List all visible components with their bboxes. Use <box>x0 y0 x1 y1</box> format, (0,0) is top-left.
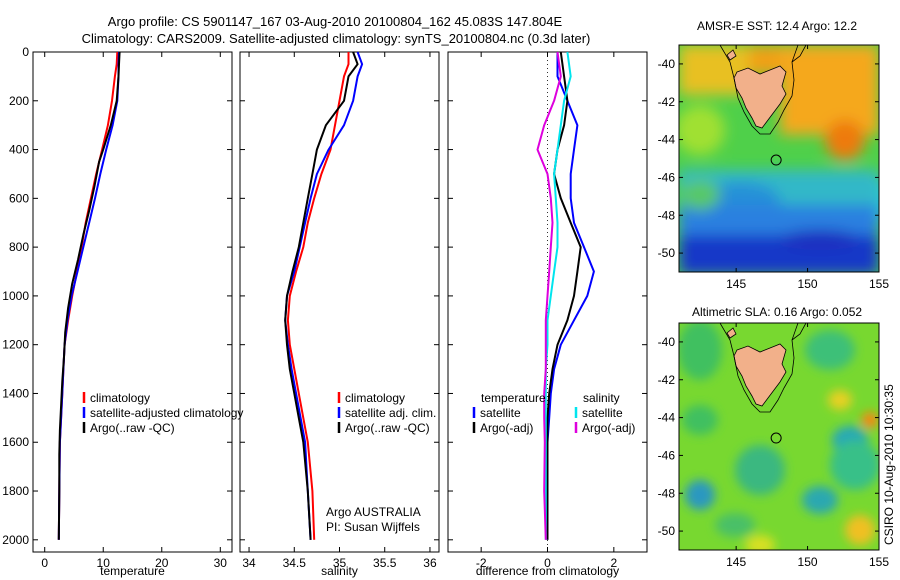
x-tick-label: 10 <box>97 556 111 570</box>
map-x-tick-label: 150 <box>798 277 818 291</box>
map-y-tick-label: -42 <box>658 373 676 387</box>
legend-entry: climatology <box>345 391 405 405</box>
x-axis-label: salinity <box>321 564 358 578</box>
sla-map-panel: Altimetric SLA: 0.16 Argo: 0.052 <box>658 305 890 569</box>
map-y-tick-label: -40 <box>658 335 676 349</box>
legend-entry: satellite adj. clim. <box>345 406 436 420</box>
figure-title-line2: Climatology: CARS2009. Satellite-adjuste… <box>82 31 591 46</box>
series-line <box>546 52 595 540</box>
y-tick-label: 1600 <box>2 435 29 449</box>
x-tick-label: 0 <box>544 556 551 570</box>
legend-entry: Argo(-adj) <box>582 421 635 435</box>
legend-entry: Argo(..raw -QC) <box>90 421 175 435</box>
series-line <box>57 51 121 540</box>
x-tick-label: 0 <box>41 556 48 570</box>
y-tick-label: 400 <box>9 143 29 157</box>
map-y-tick-label: -46 <box>658 448 676 462</box>
map-y-tick-label: -42 <box>658 95 676 109</box>
plot-frame <box>239 51 440 553</box>
map-x-tick-label: 145 <box>726 277 746 291</box>
map-y-tick-label: -44 <box>658 411 676 425</box>
sla-tasmania-land <box>733 343 787 407</box>
legend-entry: satellite-adjusted climatology <box>90 406 243 420</box>
sla-shelf-contour <box>719 323 799 413</box>
sst-map-panel: AMSR-E SST: 12.4 Argo: 12.2 <box>658 19 890 291</box>
map-y-tick-label: -44 <box>658 133 676 147</box>
map-y-tick-label: -46 <box>658 170 676 184</box>
legend-entry: Argo(-adj) <box>480 421 533 435</box>
salinity-profile-panel: 34 34.5 35 35.5 36 salinity climatologysatelli… <box>239 51 440 578</box>
x-tick-label: 34 <box>242 556 256 570</box>
sst-shelf-contour <box>719 45 799 135</box>
x-tick-label: 35 <box>333 556 347 570</box>
annotation-line1: Argo AUSTRALIA <box>326 505 421 519</box>
x-tick-label: 36 <box>423 556 437 570</box>
y-tick-label: 1400 <box>2 386 29 400</box>
legend-entry: Argo(..raw -QC) <box>345 421 430 435</box>
legend-heading-salinity: salinity <box>583 391 620 405</box>
series-line <box>536 51 562 540</box>
sst-map-field <box>679 45 879 272</box>
x-axis-label: temperature <box>100 564 165 578</box>
legend-heading-temperature: temperature <box>481 391 546 405</box>
sla-map-axis-ticks: 145 150 155 -40 -42 -44 -46 -48 -50 <box>658 323 889 569</box>
map-y-tick-label: -48 <box>658 486 676 500</box>
plot-frame <box>32 51 233 553</box>
figure-title-line1: Argo profile: CS 5901147_167 03-Aug-2010… <box>108 14 563 29</box>
y-tick-label: 0 <box>22 45 29 59</box>
sst-map-title: AMSR-E SST: 12.4 Argo: 12.2 <box>697 19 857 33</box>
sla-argo-location-marker <box>770 432 782 444</box>
y-tick-label: 200 <box>9 94 29 108</box>
x-tick-label: 34.5 <box>283 556 307 570</box>
map-y-tick-label: -48 <box>658 208 676 222</box>
map-x-tick-label: 145 <box>726 555 746 569</box>
x-axis-label: difference from climatology <box>476 564 619 578</box>
x-tick-label: 30 <box>214 556 228 570</box>
annotation-line2: PI: Susan Wijffels <box>326 520 420 534</box>
series-line <box>286 52 350 540</box>
map-y-tick-label: -50 <box>658 524 676 538</box>
y-tick-label: 800 <box>9 240 29 254</box>
map-x-tick-label: 155 <box>869 277 889 291</box>
legend-entry: climatology <box>90 391 150 405</box>
map-y-tick-label: -50 <box>658 246 676 260</box>
y-tick-label: 1800 <box>2 484 29 498</box>
sst-argo-location-marker <box>770 154 782 166</box>
map-x-tick-label: 155 <box>869 555 889 569</box>
y-tick-label: 2000 <box>2 533 29 547</box>
x-tick-label: 20 <box>155 556 169 570</box>
x-tick-label: -2 <box>476 556 487 570</box>
sla-map-title: Altimetric SLA: 0.16 Argo: 0.052 <box>692 305 862 319</box>
series-line <box>546 51 582 540</box>
y-tick-label: 1000 <box>2 289 29 303</box>
sla-map-field <box>679 323 879 550</box>
series-line <box>284 51 359 540</box>
x-tick-label: 2 <box>610 556 617 570</box>
series-line <box>284 51 364 540</box>
map-x-tick-label: 150 <box>798 555 818 569</box>
y-tick-label: 600 <box>9 191 29 205</box>
series-line <box>544 51 572 540</box>
legend-entry: satellite <box>480 406 521 420</box>
series-line <box>57 51 119 540</box>
x-tick-label: 35.5 <box>373 556 397 570</box>
sst-tasmania-land <box>733 65 787 129</box>
y-tick-label: 1200 <box>2 338 29 352</box>
timestamp-stamp: CSIRO 10-Aug-2010 10:30:35 <box>882 384 896 545</box>
map-y-tick-label: -40 <box>658 57 676 71</box>
temperature-profile-panel: 0 10 20 30 0 200 400 600 800 1000 1200 1400 1600 1800… <box>2 45 243 578</box>
sst-map-axis-ticks: 145 150 155 -40 -42 -44 -46 -48 -50 <box>658 45 889 291</box>
legend-entry: satellite <box>582 406 623 420</box>
